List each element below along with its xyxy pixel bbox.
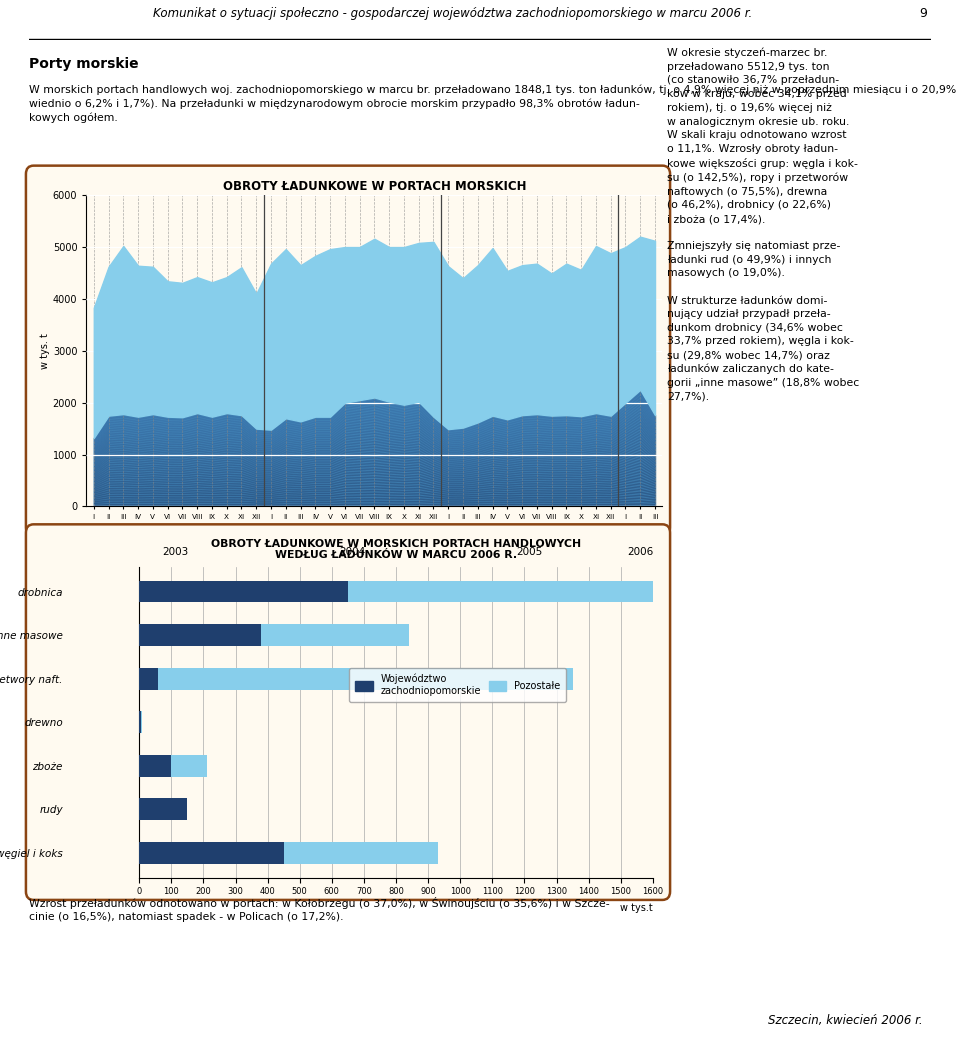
Text: 2003: 2003 xyxy=(162,546,188,557)
Bar xyxy=(283,842,438,864)
Bar xyxy=(139,842,283,864)
Bar xyxy=(171,754,206,776)
Text: W morskich portach handlowych woj. zachodniopomorskiego w marcu br. przeładowano: W morskich portach handlowych woj. zacho… xyxy=(29,84,960,122)
Text: 2005: 2005 xyxy=(516,546,542,557)
Bar xyxy=(139,668,158,690)
Bar xyxy=(139,580,348,602)
Title: OBROTY ŁADUNKOWE W PORTACH MORSKICH: OBROTY ŁADUNKOWE W PORTACH MORSKICH xyxy=(223,179,526,193)
Bar xyxy=(139,799,187,820)
Text: W okresie styczeń-marzec br.
przeładowano 5512,9 tys. ton
(co stanowiło 36,7% pr: W okresie styczeń-marzec br. przeładowan… xyxy=(667,47,859,402)
Text: 2004: 2004 xyxy=(339,546,366,557)
Text: Wzrost przeładunków odnotowano w portach: w Kołobrzegu (o 37,0%), w Świnoujściu : Wzrost przeładunków odnotowano w portach… xyxy=(29,897,610,922)
Text: Komunikat o sytuacji społeczno - gospodarczej województwa zachodniopomorskiego w: Komunikat o sytuacji społeczno - gospoda… xyxy=(154,7,753,20)
Bar xyxy=(139,625,261,646)
Text: Szczecin, kwiecień 2006 r.: Szczecin, kwiecień 2006 r. xyxy=(768,1014,923,1028)
Text: Porty morskie: Porty morskie xyxy=(29,57,138,72)
Bar xyxy=(139,711,141,733)
Bar xyxy=(261,625,409,646)
Bar xyxy=(158,668,572,690)
Title: OBROTY ŁADUNKOWE W MORSKICH PORTACH HANDLOWYCH
WEDŁUG ŁADUNKÓW W MARCU 2006 R.: OBROTY ŁADUNKOWE W MORSKICH PORTACH HAND… xyxy=(211,539,581,560)
Text: w tys.t: w tys.t xyxy=(620,903,653,913)
Legend: Województwo
zachodniopomorskie, Pozostałe: Województwo zachodniopomorskie, Pozostał… xyxy=(349,668,566,702)
Y-axis label: w tys. t: w tys. t xyxy=(40,332,50,369)
Bar xyxy=(141,711,142,733)
Text: 2006: 2006 xyxy=(627,546,654,557)
Bar xyxy=(348,580,656,602)
Bar xyxy=(139,754,171,776)
Text: 9: 9 xyxy=(919,7,926,20)
